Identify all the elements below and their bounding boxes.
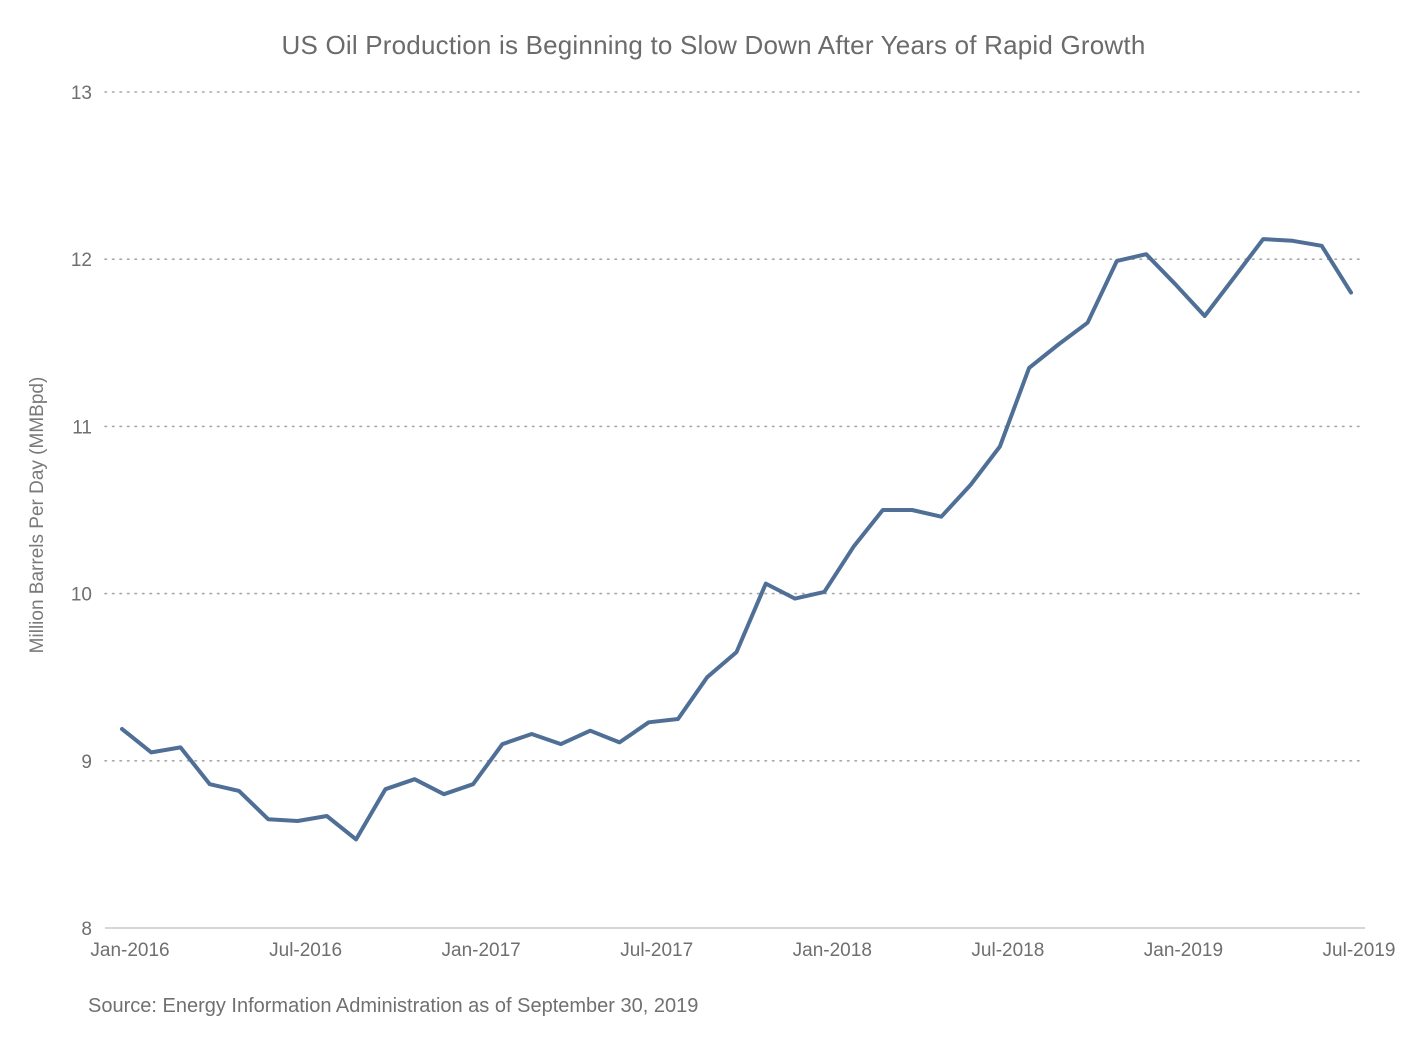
x-tick-label: Jul-2017	[620, 940, 693, 961]
y-tick-label: 10	[71, 585, 92, 606]
x-tick-label: Jul-2019	[1323, 940, 1396, 961]
gridlines	[104, 91, 1366, 929]
chart-title: US Oil Production is Beginning to Slow D…	[281, 30, 1146, 60]
y-tick-labels: 8 9 10 11 12 13	[71, 83, 92, 940]
series-line-0	[120, 237, 1353, 842]
x-tick-label: Jan-2019	[1144, 940, 1223, 961]
x-tick-labels: Jan-2016 Jul-2016 Jan-2017 Jul-2017 Jan-2018…	[90, 940, 1395, 961]
x-tick-label: Jul-2018	[971, 940, 1044, 961]
y-tick-label: 13	[71, 83, 92, 104]
x-tick-label: Jan-2016	[90, 940, 169, 961]
y-tick-label: 11	[72, 417, 92, 438]
y-tick-label: 9	[81, 752, 92, 773]
y-tick-label: 8	[81, 919, 92, 940]
source-note: Source: Energy Information Administratio…	[88, 995, 699, 1017]
x-tick-label: Jul-2016	[269, 940, 342, 961]
x-tick-label: Jan-2018	[793, 940, 872, 961]
series-group	[120, 237, 1353, 842]
y-tick-label: 12	[71, 250, 92, 271]
x-tick-label: Jan-2017	[442, 940, 521, 961]
